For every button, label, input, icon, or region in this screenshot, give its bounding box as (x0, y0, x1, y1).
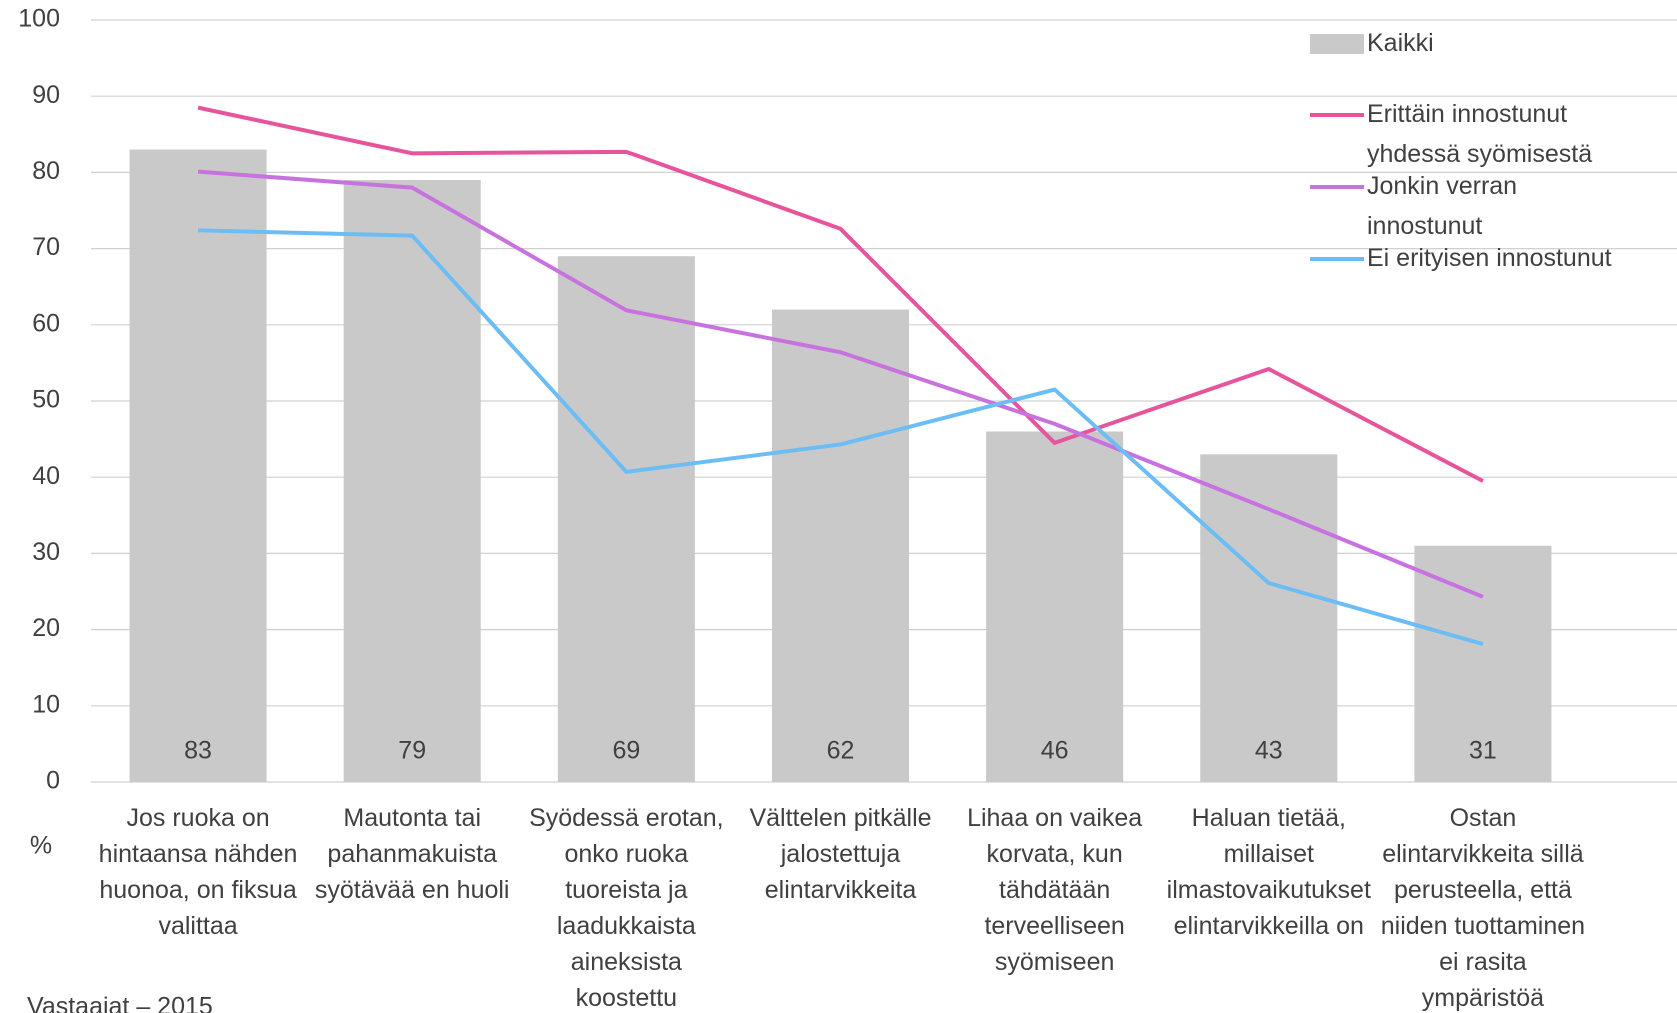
value-label: 46 (1041, 737, 1069, 765)
line (197, 105, 1484, 483)
legend-swatch (1310, 34, 1364, 54)
bar (986, 431, 1124, 782)
value-label: 69 (612, 737, 640, 765)
value-label: 31 (1469, 737, 1497, 765)
legend-label: Kaikki (1367, 29, 1434, 57)
bar (129, 149, 267, 783)
x-tick-label: Jos ruoka on hintaansa nähden huonoa, on f… (99, 804, 298, 940)
y-tick-label: 60 (32, 309, 60, 337)
legend-label: Ei erityisen innostunut (1367, 244, 1612, 272)
bar (557, 256, 695, 783)
y-tick-label: 30 (32, 538, 60, 566)
x-tick-label: Haluan tietää, millaiset ilmastovaikutukse… (1167, 804, 1371, 940)
y-tick-label: 40 (32, 462, 60, 490)
value-label: 62 (827, 737, 855, 765)
x-tick-label: Mautonta tai pahanmakuista syötävää en huo… (315, 804, 510, 904)
y-tick-label: 80 (32, 157, 60, 185)
legend-label: Erittäin innostunut yhdessä syömisestä (1367, 100, 1592, 168)
x-tick-label: Syödessä erotan, onko ruoka tuoreista ja la… (529, 804, 724, 1012)
y-axis-label: % (30, 832, 52, 860)
y-tick-label: 100 (18, 5, 60, 33)
value-label: 43 (1255, 737, 1283, 765)
bar (771, 309, 910, 782)
y-tick-label: 20 (32, 614, 60, 642)
value-label: 83 (184, 737, 212, 765)
bar (1414, 545, 1552, 782)
bar (1200, 454, 1338, 782)
y-tick-label: 90 (32, 81, 60, 109)
line (197, 169, 1484, 599)
line (198, 228, 1484, 647)
bar (343, 180, 481, 782)
y-tick-label: 50 (32, 386, 60, 414)
x-tick-label: Välttelen pitkälle jalostettuja elintarvik… (749, 804, 931, 904)
legend-label: Jonkin verran innostunut (1367, 172, 1517, 240)
y-tick-label: 70 (32, 233, 60, 261)
value-label: 79 (398, 737, 426, 765)
x-tick-label: Ostan elintarvikkeita sillä perusteella, e… (1381, 804, 1585, 1012)
y-tick-label: 10 (32, 690, 60, 718)
y-tick-label: 0 (46, 767, 60, 795)
x-tick-label: Lihaa on vaikea korvata, kun tähdätään terv… (967, 804, 1142, 976)
note: Vastaajat – 2015 (27, 993, 213, 1013)
